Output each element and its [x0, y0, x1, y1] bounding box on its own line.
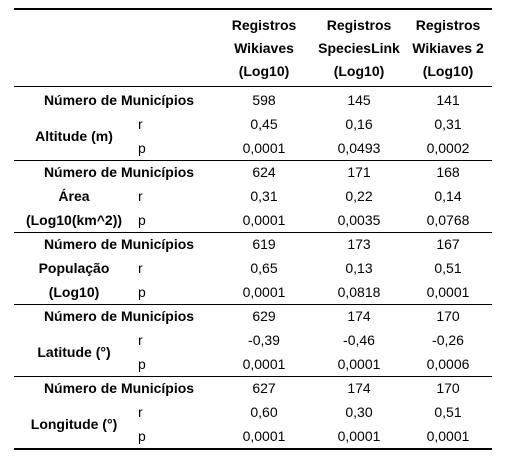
variable-label: Latitude (°): [37, 344, 111, 360]
r-value: 0,65: [250, 260, 278, 276]
p-value: 0,0493: [337, 140, 381, 156]
r-value: 0,16: [345, 116, 373, 132]
r-label: r: [138, 116, 143, 132]
r-value: -0,39: [248, 332, 280, 348]
group-rule: [14, 304, 492, 305]
p-value: 0,0035: [337, 212, 381, 228]
count-value: 170: [436, 380, 460, 396]
variable-group: Número de Municípios Altitude (m) r p 598 145…: [14, 88, 492, 160]
r-value: 0,51: [434, 404, 462, 420]
p-value: 0,0001: [242, 140, 286, 156]
p-value: 0,0001: [337, 428, 381, 444]
p-label: p: [138, 356, 146, 372]
r-label: r: [138, 188, 143, 204]
table-header: Registros Wikiaves (Log10) Registros Spe…: [14, 8, 492, 86]
r-value: 0,45: [250, 116, 278, 132]
r-label: r: [138, 260, 143, 276]
r-value: 0,31: [250, 188, 278, 204]
variable-label: Área: [58, 188, 90, 204]
r-label: r: [138, 332, 143, 348]
count-value: 174: [347, 308, 371, 324]
r-value: 0,13: [345, 260, 373, 276]
count-label: Número de Municípios: [43, 92, 195, 108]
count-value: 171: [347, 164, 371, 180]
count-value: 167: [436, 236, 460, 252]
p-label: p: [138, 428, 146, 444]
p-value: 0,0001: [337, 356, 381, 372]
variable-group: Número de Municípios População (Log10) r p 61…: [14, 232, 492, 304]
p-value: 0,0006: [426, 356, 470, 372]
p-label: p: [138, 212, 146, 228]
p-label: p: [138, 140, 146, 156]
variable-group: Número de Municípios Área (Log10(km^2)) r p 6…: [14, 160, 492, 232]
r-value: 0,60: [250, 404, 278, 420]
count-value: 168: [436, 164, 460, 180]
group-rule: [14, 232, 492, 233]
count-label: Número de Municípios: [43, 236, 195, 252]
variable-label: Longitude (°): [30, 416, 118, 432]
count-value: 173: [347, 236, 371, 252]
count-value: 624: [252, 164, 276, 180]
table-top-rule: [14, 8, 492, 10]
p-value: 0,0002: [426, 140, 470, 156]
count-value: 598: [252, 92, 276, 108]
count-value: 145: [347, 92, 371, 108]
header-rule: [14, 86, 492, 87]
header-specieslink: Registros SpeciesLink (Log10): [318, 17, 400, 79]
p-value: 0,0001: [426, 284, 470, 300]
p-value: 0,0001: [426, 428, 470, 444]
variable-label-line2: (Log10): [48, 284, 100, 300]
p-label: p: [138, 284, 146, 300]
count-label: Número de Municípios: [43, 380, 195, 396]
count-label: Número de Municípios: [43, 164, 195, 180]
count-value: 141: [436, 92, 460, 108]
variable-group: Número de Municípios Longitude (°) r p 627 17…: [14, 376, 492, 448]
variable-group: Número de Municípios Latitude (°) r p 629 174…: [14, 304, 492, 376]
count-value: 627: [252, 380, 276, 396]
p-value: 0,0001: [242, 212, 286, 228]
r-value: 0,22: [345, 188, 373, 204]
r-value: 0,31: [434, 116, 462, 132]
count-value: 174: [347, 380, 371, 396]
p-value: 0,0818: [337, 284, 381, 300]
p-value: 0,0001: [242, 284, 286, 300]
count-value: 619: [252, 236, 276, 252]
count-value: 629: [252, 308, 276, 324]
variable-label-line2: (Log10(km^2)): [25, 212, 123, 228]
r-value: 0,51: [434, 260, 462, 276]
group-rule: [14, 160, 492, 161]
variable-label: Altitude (m): [35, 128, 113, 144]
r-value: -0,26: [432, 332, 464, 348]
group-rule: [14, 376, 492, 377]
count-value: 170: [436, 308, 460, 324]
p-value: 0,0001: [242, 428, 286, 444]
p-value: 0,0768: [426, 212, 470, 228]
header-wikiaves: Registros Wikiaves (Log10): [231, 17, 297, 79]
r-label: r: [138, 404, 143, 420]
r-value: 0,30: [345, 404, 373, 420]
p-value: 0,0001: [242, 356, 286, 372]
variable-label: População: [38, 260, 110, 276]
r-value: 0,14: [434, 188, 462, 204]
r-value: -0,46: [343, 332, 375, 348]
table-bottom-rule: [14, 448, 492, 450]
correlation-table: Registros Wikiaves (Log10) Registros Spe…: [14, 8, 492, 450]
count-label: Número de Municípios: [43, 308, 195, 324]
header-wikiaves-2: Registros Wikiaves 2 (Log10): [412, 17, 484, 79]
